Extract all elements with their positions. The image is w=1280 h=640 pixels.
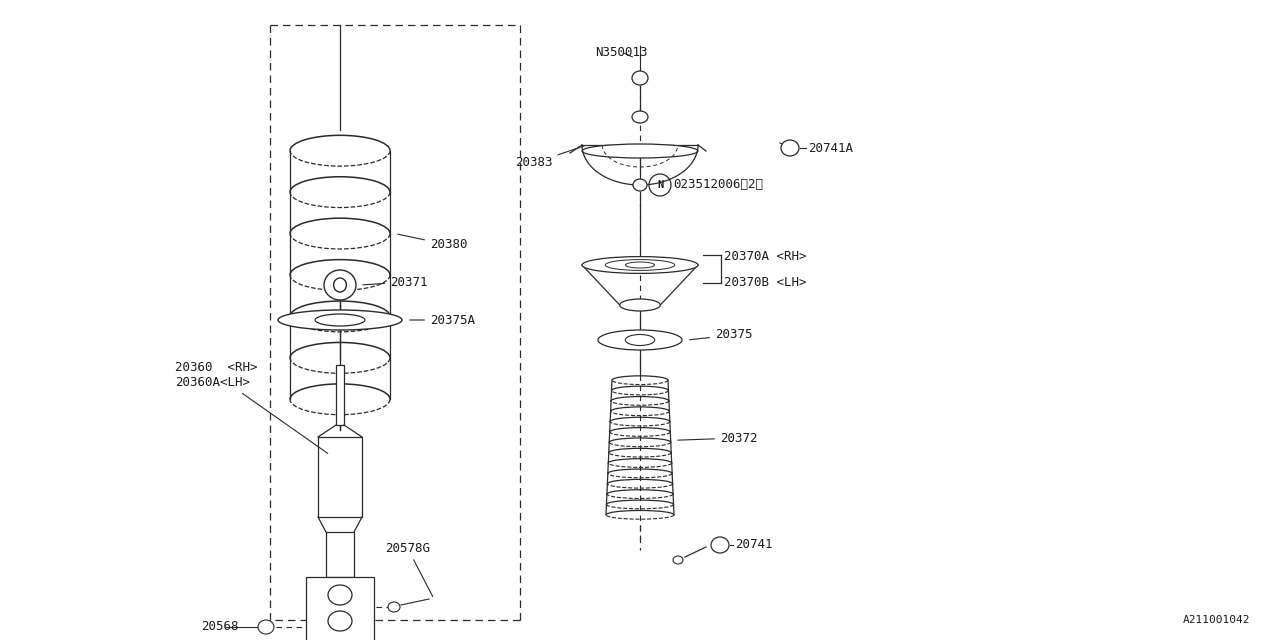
- Text: 20372: 20372: [678, 431, 758, 445]
- Text: 20375: 20375: [690, 328, 753, 342]
- Text: 20371: 20371: [362, 275, 428, 289]
- FancyBboxPatch shape: [306, 577, 374, 640]
- Text: 20380: 20380: [398, 234, 467, 252]
- Text: N350013: N350013: [595, 45, 648, 58]
- Ellipse shape: [259, 620, 274, 634]
- Text: 20375A: 20375A: [410, 314, 475, 326]
- Ellipse shape: [328, 611, 352, 631]
- FancyBboxPatch shape: [317, 437, 362, 517]
- FancyBboxPatch shape: [326, 532, 355, 577]
- Text: 20383: 20383: [515, 146, 585, 170]
- Ellipse shape: [626, 262, 654, 268]
- Text: N: N: [657, 180, 663, 190]
- Ellipse shape: [634, 179, 646, 191]
- Ellipse shape: [324, 270, 356, 300]
- Ellipse shape: [673, 556, 684, 564]
- Text: A211001042: A211001042: [1183, 615, 1251, 625]
- Ellipse shape: [781, 140, 799, 156]
- Ellipse shape: [598, 330, 682, 350]
- Ellipse shape: [582, 257, 698, 273]
- Text: 20568: 20568: [201, 621, 238, 634]
- Ellipse shape: [328, 585, 352, 605]
- Text: 023512006（2）: 023512006（2）: [673, 179, 763, 191]
- Ellipse shape: [626, 335, 654, 346]
- Ellipse shape: [710, 537, 730, 553]
- Ellipse shape: [605, 260, 675, 270]
- Ellipse shape: [278, 310, 402, 330]
- Text: 20370A <RH>: 20370A <RH>: [724, 250, 806, 262]
- Text: 20360  <RH>
20360A<LH>: 20360 <RH> 20360A<LH>: [175, 361, 328, 453]
- Ellipse shape: [632, 71, 648, 85]
- Text: 20578G: 20578G: [385, 541, 433, 596]
- Ellipse shape: [620, 299, 660, 311]
- Text: 20741: 20741: [735, 538, 773, 552]
- FancyBboxPatch shape: [335, 365, 344, 425]
- Ellipse shape: [315, 314, 365, 326]
- Text: 20370B <LH>: 20370B <LH>: [724, 275, 806, 289]
- Text: 20741A: 20741A: [808, 141, 852, 154]
- Ellipse shape: [334, 278, 347, 292]
- Ellipse shape: [582, 144, 698, 158]
- Ellipse shape: [632, 111, 648, 123]
- Ellipse shape: [388, 602, 399, 612]
